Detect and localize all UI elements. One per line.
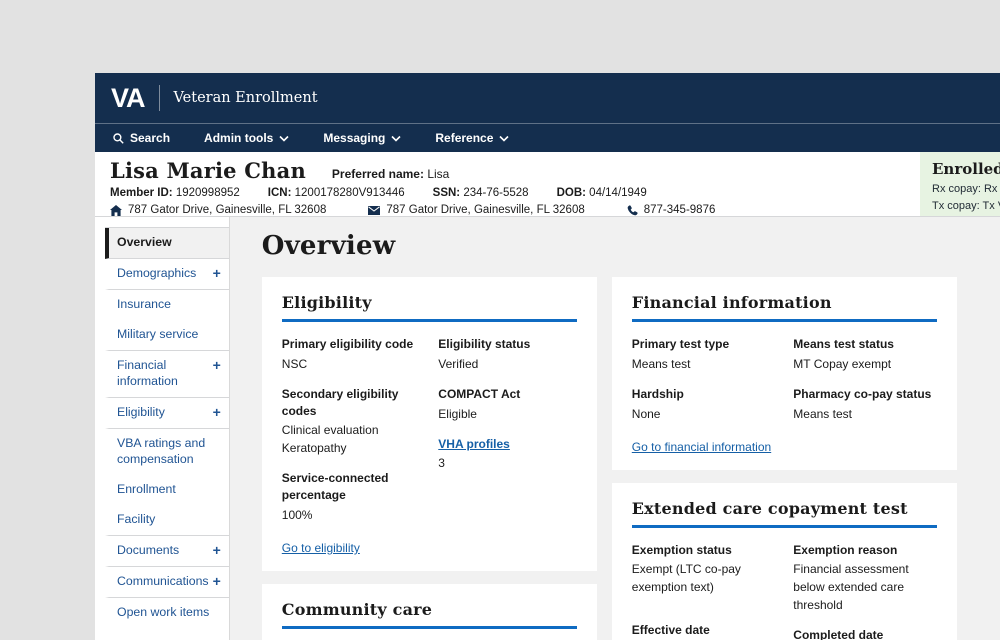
field-effective-date: Effective date 07/12/2024 [631, 623, 710, 638]
card-title-rule [281, 319, 577, 322]
envelope-icon [368, 205, 381, 215]
sidebar-item-enrollment[interactable]: Enrollment [117, 481, 176, 496]
nav-messaging[interactable]: Messaging [323, 131, 401, 145]
tx-copay-line: Tx copay: Tx VALUE [932, 200, 1000, 213]
page-title: Overview [261, 231, 396, 261]
field-means-test-status: Means test status MT Copay exempt [793, 337, 894, 371]
mailing-address: 787 Gator Drive, Gainesville, FL 32608 [368, 204, 585, 216]
plus-icon[interactable]: + [212, 356, 221, 373]
eligibility-card-title: Eligibility [281, 293, 372, 312]
field-hardship: Hardship None [631, 386, 684, 421]
patient-ids-row: Member ID: 1920998952 ICN: 1200178280V91… [110, 187, 1000, 199]
preferred-name-value: Lisa [427, 167, 450, 181]
sidebar-item-insurance[interactable]: Insurance [117, 296, 172, 311]
main-nav: Search Admin tools Messaging Reference [95, 124, 1000, 152]
main-content: Overview Eligibility Primary eligibility… [229, 217, 1000, 640]
icn: ICN: 1200178280V913446 [267, 187, 405, 199]
field-service-connected-percentage: Service-connected percentage 100% [281, 471, 389, 522]
home-address: 787 Gator Drive, Gainesville, FL 32608 [110, 204, 326, 216]
search-icon [113, 132, 124, 144]
dob: DOB: 04/14/1949 [556, 187, 647, 199]
card-title-rule [631, 524, 937, 528]
financial-information-card-title: Financial information [631, 293, 832, 312]
app-window: VA Veteran Enrollment Search Admin tools… [95, 73, 1000, 640]
patient-contact-row: 787 Gator Drive, Gainesville, FL 32608 7… [110, 204, 1000, 216]
preferred-name: Preferred name: Lisa [332, 167, 449, 181]
sidebar-item-facility[interactable]: Facility [105, 505, 229, 536]
sidebar-item-open-work-items[interactable]: Open work items [117, 604, 210, 619]
go-to-financial-information-link[interactable]: Go to financial information [631, 439, 772, 454]
sidebar-nav: Overview Demographics + Insurance Militar… [105, 227, 229, 628]
patient-header: Lisa Marie Chan Preferred name: Lisa Mem… [95, 152, 1000, 217]
sidebar-item-documents[interactable]: Documents + [105, 536, 229, 567]
reference-label: Reference [435, 131, 494, 145]
field-vha-profiles: VHA profiles 3 [438, 436, 510, 471]
search-button[interactable]: Search [113, 131, 170, 145]
field-exemption-reason: Exemption reason Financial assessment be… [793, 542, 909, 613]
field-pharmacy-co-pay-status: Pharmacy co-pay status Means test [793, 386, 932, 421]
sidebar: Overview Demographics + Insurance Militar… [95, 217, 230, 640]
extended-care-card-title: Extended care copayment test [631, 498, 908, 518]
card-title-rule [281, 625, 577, 629]
eligibility-card: Eligibility Primary eligibility code NSC… [261, 277, 597, 571]
enrollment-status-box: Enrolled - PG 5 Rx copay: Rx VALUE Tx co… [920, 152, 1000, 216]
plus-icon[interactable]: + [212, 264, 221, 281]
brand-row: VA Veteran Enrollment [95, 73, 1000, 123]
financial-information-card: Financial information Primary test type … [611, 277, 957, 470]
field-completed-date: Completed date 07/12/2024 [793, 628, 884, 640]
vha-profiles-link[interactable]: VHA profiles [438, 436, 510, 451]
field-primary-eligibility-code: Primary eligibility code NSC [281, 337, 414, 371]
phone-number: 877-345-9876 [627, 204, 715, 216]
field-exemption-status: Exemption status Exempt (LTC co-pay exem… [631, 542, 741, 595]
product-name: Veteran Enrollment [173, 90, 318, 106]
search-label: Search [130, 131, 171, 145]
member-id: Member ID: 1920998952 [110, 187, 240, 199]
chevron-down-icon [391, 135, 401, 142]
chevron-down-icon [499, 135, 509, 142]
patient-name: Lisa Marie Chan [110, 158, 306, 183]
rx-copay-line: Rx copay: Rx VALUE [932, 183, 1000, 195]
plus-icon[interactable]: + [212, 572, 221, 589]
field-eligibility-status: Eligibility status Verified [438, 337, 531, 371]
sidebar-item-military-service[interactable]: Military service [105, 320, 229, 351]
phone-icon [627, 204, 638, 216]
admin-tools-label: Admin tools [204, 131, 274, 145]
top-bar: VA Veteran Enrollment Search Admin tools… [95, 73, 1000, 152]
sidebar-item-communications[interactable]: Communications + [105, 567, 229, 598]
plus-icon[interactable]: + [212, 541, 221, 558]
sidebar-item-eligibility[interactable]: Eligibility + [105, 398, 229, 429]
header-divider [95, 123, 1000, 124]
plus-icon[interactable]: + [212, 403, 221, 420]
sidebar-item-vba-ratings[interactable]: VBA ratings and compensation [117, 435, 206, 466]
card-title-rule [631, 319, 937, 322]
home-icon [110, 204, 122, 216]
field-secondary-eligibility-codes: Secondary eligibility codes Clinical eva… [281, 386, 399, 456]
nav-reference[interactable]: Reference [435, 131, 509, 145]
community-care-card: Community care Community care State No F… [261, 583, 597, 640]
field-compact-act: COMPACT Act Eligible [438, 386, 521, 421]
community-care-card-title: Community care [281, 599, 433, 619]
messaging-label: Messaging [323, 131, 386, 145]
extended-care-card: Extended care copayment test Exemption s… [611, 482, 957, 640]
enrollment-status-title: Enrolled - PG 5 [932, 160, 1000, 178]
chevron-down-icon [279, 135, 289, 142]
preferred-name-label: Preferred name: [331, 167, 424, 181]
sidebar-item-overview[interactable]: Overview [105, 228, 229, 259]
va-logo: VA [111, 82, 146, 113]
ssn: SSN: 234-76-5528 [432, 187, 529, 199]
field-primary-test-type: Primary test type Means test [631, 337, 730, 371]
nav-admin-tools[interactable]: Admin tools [204, 131, 289, 145]
brand-divider [158, 85, 160, 111]
go-to-eligibility-link[interactable]: Go to eligibility [281, 540, 360, 555]
sidebar-item-demographics[interactable]: Demographics + [105, 259, 229, 290]
sidebar-item-financial-information[interactable]: Financial information + [105, 351, 229, 398]
